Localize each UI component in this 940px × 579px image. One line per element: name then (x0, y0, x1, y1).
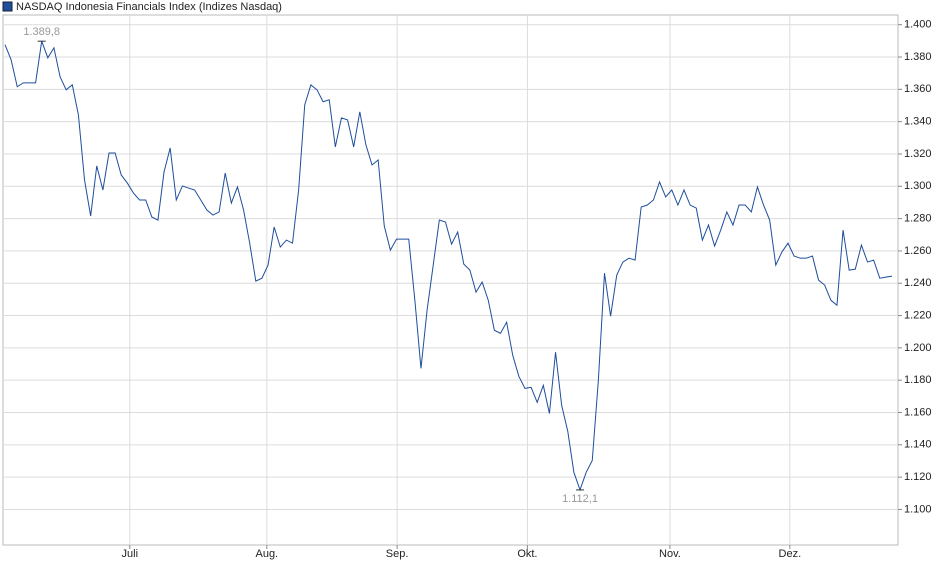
x-tick-label: Juli (122, 548, 139, 560)
y-tick-label: 1.100 (904, 503, 932, 515)
chart-title: NASDAQ Indonesia Financials Index (Indiz… (16, 1, 282, 13)
y-tick-label: 1.120 (904, 471, 932, 483)
y-tick-label: 1.260 (904, 245, 932, 257)
x-tick-label: Nov. (659, 548, 681, 560)
x-tick-label: Sep. (386, 548, 409, 560)
legend-swatch (2, 1, 13, 12)
x-tick-label: Okt. (517, 548, 537, 560)
y-tick-label: 1.280 (904, 213, 932, 225)
extreme-label: 1.112,1 (562, 493, 598, 505)
x-tick-label: Aug. (255, 548, 278, 560)
y-tick-label: 1.340 (904, 116, 932, 128)
y-tick-label: 1.220 (904, 309, 932, 321)
extreme-label: 1.389,8 (23, 26, 60, 38)
plot-frame (2, 14, 899, 546)
y-tick-label: 1.160 (904, 406, 932, 418)
line-series (4, 41, 893, 492)
y-tick-label: 1.320 (904, 148, 932, 160)
y-tick-label: 1.200 (904, 342, 932, 354)
y-tick-label: 1.380 (904, 51, 932, 63)
y-tick-label: 1.180 (904, 374, 932, 386)
x-tick-label: Dez. (779, 548, 802, 560)
y-tick-label: 1.140 (904, 439, 932, 451)
y-tick-label: 1.240 (904, 277, 932, 289)
y-tick-label: 1.300 (904, 180, 932, 192)
y-tick-label: 1.400 (904, 19, 932, 31)
y-tick-label: 1.360 (904, 83, 932, 95)
